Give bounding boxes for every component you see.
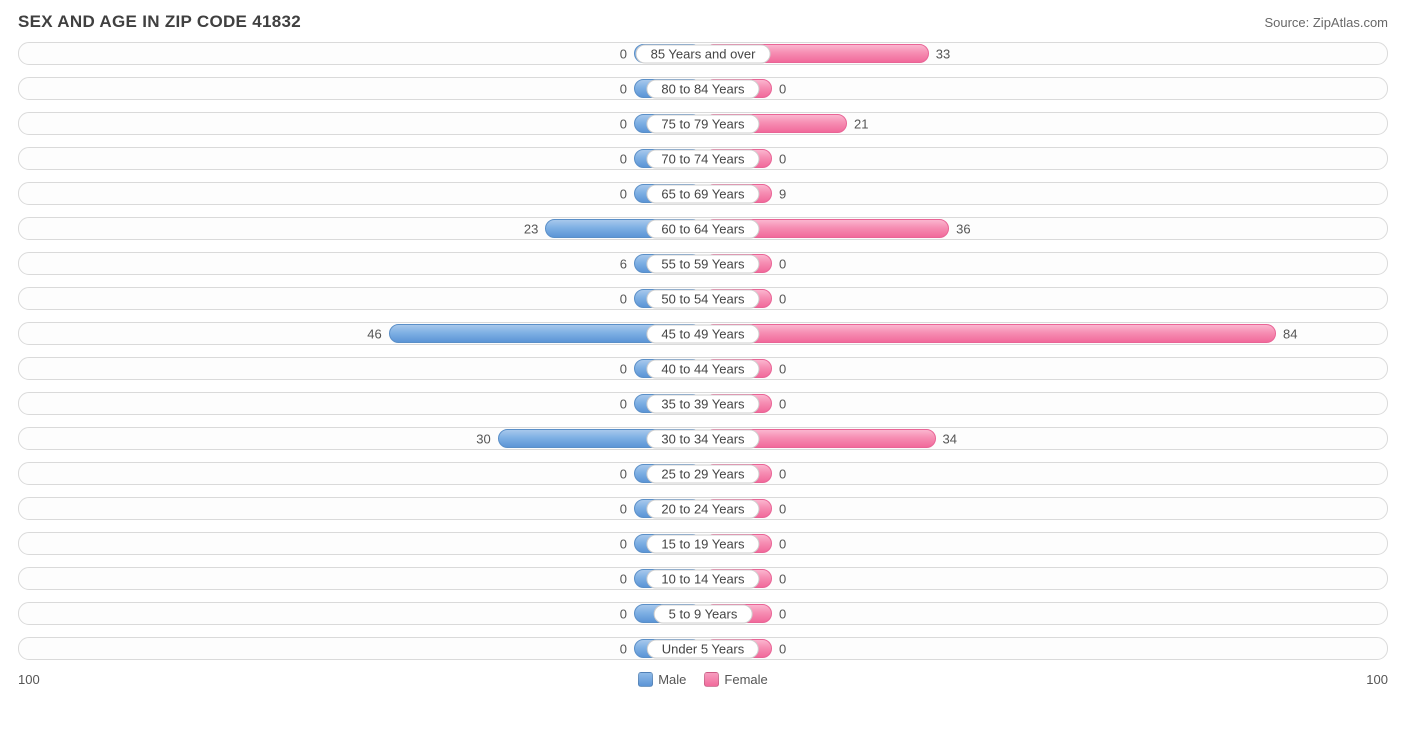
pyramid-row: 75 to 79 Years 0 21: [18, 112, 1388, 135]
pyramid-row: 70 to 74 Years 0 0: [18, 147, 1388, 170]
axis-max-left: 100: [18, 672, 40, 687]
male-value: 0: [620, 466, 627, 481]
age-range-label: 30 to 34 Years: [646, 429, 759, 448]
male-value: 6: [620, 256, 627, 271]
male-value: 46: [367, 326, 381, 341]
pyramid-row: 40 to 44 Years 0 0: [18, 357, 1388, 380]
legend-female-label: Female: [724, 672, 767, 687]
age-range-label: 20 to 24 Years: [646, 499, 759, 518]
pyramid-row: 25 to 29 Years 0 0: [18, 462, 1388, 485]
legend-male-label: Male: [658, 672, 686, 687]
male-value: 0: [620, 151, 627, 166]
male-value: 0: [620, 46, 627, 61]
pyramid-row: 30 to 34 Years 30 34: [18, 427, 1388, 450]
age-range-label: 25 to 29 Years: [646, 464, 759, 483]
male-value: 0: [620, 536, 627, 551]
male-value: 0: [620, 606, 627, 621]
male-value: 0: [620, 361, 627, 376]
pyramid-row: 80 to 84 Years 0 0: [18, 77, 1388, 100]
male-swatch-icon: [638, 672, 653, 687]
female-value: 36: [956, 221, 970, 236]
male-value: 0: [620, 186, 627, 201]
female-value: 9: [779, 186, 786, 201]
chart-footer: 100 Male Female 100: [18, 672, 1388, 687]
male-value: 0: [620, 501, 627, 516]
female-value: 0: [779, 81, 786, 96]
age-range-label: 75 to 79 Years: [646, 114, 759, 133]
chart-title: SEX AND AGE IN ZIP CODE 41832: [18, 12, 301, 32]
age-range-label: 50 to 54 Years: [646, 289, 759, 308]
age-range-label: 85 Years and over: [636, 44, 771, 63]
age-range-label: 5 to 9 Years: [654, 604, 753, 623]
male-value: 23: [524, 221, 538, 236]
age-range-label: 70 to 74 Years: [646, 149, 759, 168]
male-value: 0: [620, 396, 627, 411]
female-value: 0: [779, 256, 786, 271]
male-value: 0: [620, 571, 627, 586]
age-range-label: 45 to 49 Years: [646, 324, 759, 343]
male-value: 0: [620, 116, 627, 131]
female-value: 21: [854, 116, 868, 131]
female-value: 0: [779, 151, 786, 166]
female-bar: [704, 324, 1276, 343]
chart-header: SEX AND AGE IN ZIP CODE 41832 Source: Zi…: [18, 12, 1388, 32]
female-value: 0: [779, 606, 786, 621]
pyramid-row: 65 to 69 Years 0 9: [18, 182, 1388, 205]
age-range-label: 80 to 84 Years: [646, 79, 759, 98]
age-range-label: Under 5 Years: [647, 639, 759, 658]
population-pyramid-chart: 85 Years and over03380 to 84 Years0075 t…: [18, 42, 1388, 660]
male-value: 0: [620, 81, 627, 96]
female-value: 0: [779, 536, 786, 551]
pyramid-row: 20 to 24 Years 0 0: [18, 497, 1388, 520]
age-range-label: 60 to 64 Years: [646, 219, 759, 238]
female-value: 0: [779, 641, 786, 656]
pyramid-row: 85 Years and over 0 33: [18, 42, 1388, 65]
female-value: 84: [1283, 326, 1297, 341]
male-value: 30: [476, 431, 490, 446]
pyramid-row: 45 to 49 Years 46 84: [18, 322, 1388, 345]
age-range-label: 10 to 14 Years: [646, 569, 759, 588]
pyramid-row: 10 to 14 Years 0 0: [18, 567, 1388, 590]
age-range-label: 65 to 69 Years: [646, 184, 759, 203]
male-value: 0: [620, 641, 627, 656]
legend-male: Male: [638, 672, 686, 687]
age-range-label: 55 to 59 Years: [646, 254, 759, 273]
axis-max-right: 100: [1366, 672, 1388, 687]
female-value: 0: [779, 291, 786, 306]
female-value: 0: [779, 466, 786, 481]
pyramid-row: 5 to 9 Years 0 0: [18, 602, 1388, 625]
chart-source: Source: ZipAtlas.com: [1264, 15, 1388, 30]
pyramid-row: 50 to 54 Years 0 0: [18, 287, 1388, 310]
pyramid-row: 60 to 64 Years 23 36: [18, 217, 1388, 240]
age-range-label: 40 to 44 Years: [646, 359, 759, 378]
female-value: 0: [779, 361, 786, 376]
age-range-label: 35 to 39 Years: [646, 394, 759, 413]
legend-female: Female: [704, 672, 767, 687]
pyramid-row: 15 to 19 Years 0 0: [18, 532, 1388, 555]
pyramid-row: Under 5 Years 0 0: [18, 637, 1388, 660]
female-value: 0: [779, 571, 786, 586]
age-range-label: 15 to 19 Years: [646, 534, 759, 553]
female-value: 0: [779, 396, 786, 411]
chart-legend: Male Female: [638, 672, 768, 687]
male-value: 0: [620, 291, 627, 306]
female-value: 0: [779, 501, 786, 516]
female-value: 33: [936, 46, 950, 61]
female-swatch-icon: [704, 672, 719, 687]
female-value: 34: [943, 431, 957, 446]
pyramid-row: 55 to 59 Years 6 0: [18, 252, 1388, 275]
pyramid-row: 35 to 39 Years 0 0: [18, 392, 1388, 415]
